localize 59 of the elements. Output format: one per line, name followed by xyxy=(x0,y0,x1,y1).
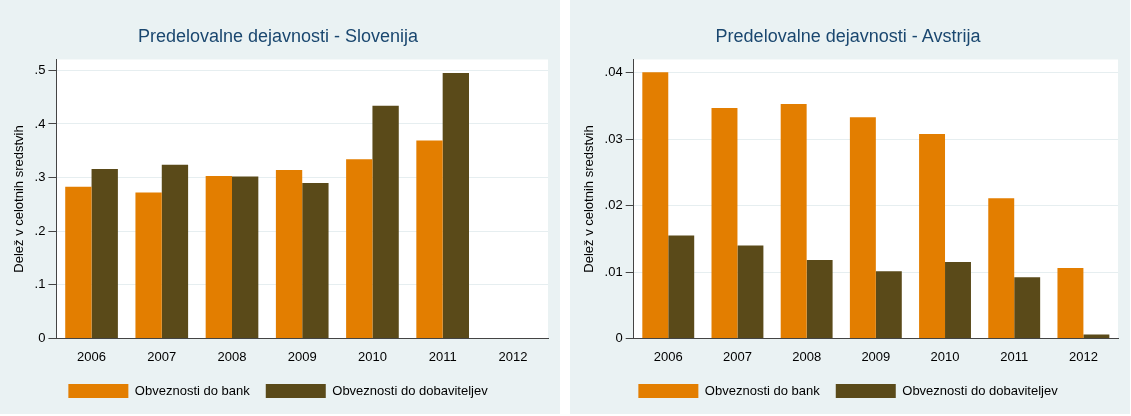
bar xyxy=(302,182,329,338)
bar xyxy=(806,260,833,338)
legend-label: Obveznosti do bank xyxy=(704,382,821,398)
legend-label: Obveznosti do dobaviteljev xyxy=(902,382,1059,398)
bar xyxy=(711,108,738,338)
bar xyxy=(161,164,189,338)
x-tick-label: 2007 xyxy=(723,348,752,364)
y-tick-label: .5 xyxy=(34,61,46,77)
chart-title: Predelovalne dejavnosti - Slovenija xyxy=(137,25,420,46)
bar xyxy=(65,186,92,338)
x-tick-label: 2009 xyxy=(287,348,317,364)
bar xyxy=(275,170,303,338)
bar xyxy=(945,262,971,338)
bar xyxy=(1014,277,1041,338)
y-tick-label: .3 xyxy=(34,169,46,185)
bar xyxy=(442,73,469,338)
bar xyxy=(737,245,764,338)
y-tick-label: .02 xyxy=(604,197,623,213)
y-axis-title: Delež v celotnih sredstvih xyxy=(581,125,597,273)
bar xyxy=(919,133,946,338)
x-tick-label: 2011 xyxy=(1000,348,1029,364)
bar xyxy=(668,235,695,338)
y-tick-label: .01 xyxy=(604,263,623,279)
bar xyxy=(232,176,259,338)
x-tick-label: 2006 xyxy=(653,348,683,364)
bar xyxy=(205,175,232,338)
x-tick-label: 2010 xyxy=(930,348,960,364)
chart-title: Predelovalne dejavnosti - Avstrija xyxy=(715,25,982,46)
y-tick-label: 0 xyxy=(38,329,46,345)
bar xyxy=(988,198,1015,338)
x-tick-label: 2011 xyxy=(428,348,457,364)
y-tick-label: .2 xyxy=(34,222,46,238)
y-tick-label: .1 xyxy=(34,276,46,292)
bar xyxy=(416,140,443,338)
y-tick-label: .4 xyxy=(34,115,46,131)
bar xyxy=(1057,268,1084,338)
bar xyxy=(372,105,399,338)
x-tick-label: 2007 xyxy=(147,348,177,364)
x-tick-label: 2006 xyxy=(77,348,107,364)
bar xyxy=(642,72,669,338)
x-tick-label: 2010 xyxy=(357,348,387,364)
bar xyxy=(1083,334,1110,338)
x-tick-label: 2008 xyxy=(217,348,247,364)
bar xyxy=(91,168,118,338)
legend-label: Obveznosti do bank xyxy=(134,382,251,398)
y-tick-label: .03 xyxy=(604,130,623,146)
bar xyxy=(346,159,373,338)
bar xyxy=(780,104,807,338)
bar xyxy=(135,192,162,338)
x-tick-label: 2008 xyxy=(792,348,822,364)
x-tick-label: 2012 xyxy=(498,348,528,364)
bar xyxy=(875,271,902,338)
y-tick-label: .04 xyxy=(604,64,623,80)
bar xyxy=(849,117,876,338)
y-tick-label: 0 xyxy=(615,329,623,345)
x-tick-label: 2012 xyxy=(1068,348,1098,364)
legend-label: Obveznosti do dobaviteljev xyxy=(332,382,489,398)
y-axis-title: Delež v celotnih sredstvih xyxy=(11,125,27,273)
x-tick-label: 2009 xyxy=(861,348,891,364)
